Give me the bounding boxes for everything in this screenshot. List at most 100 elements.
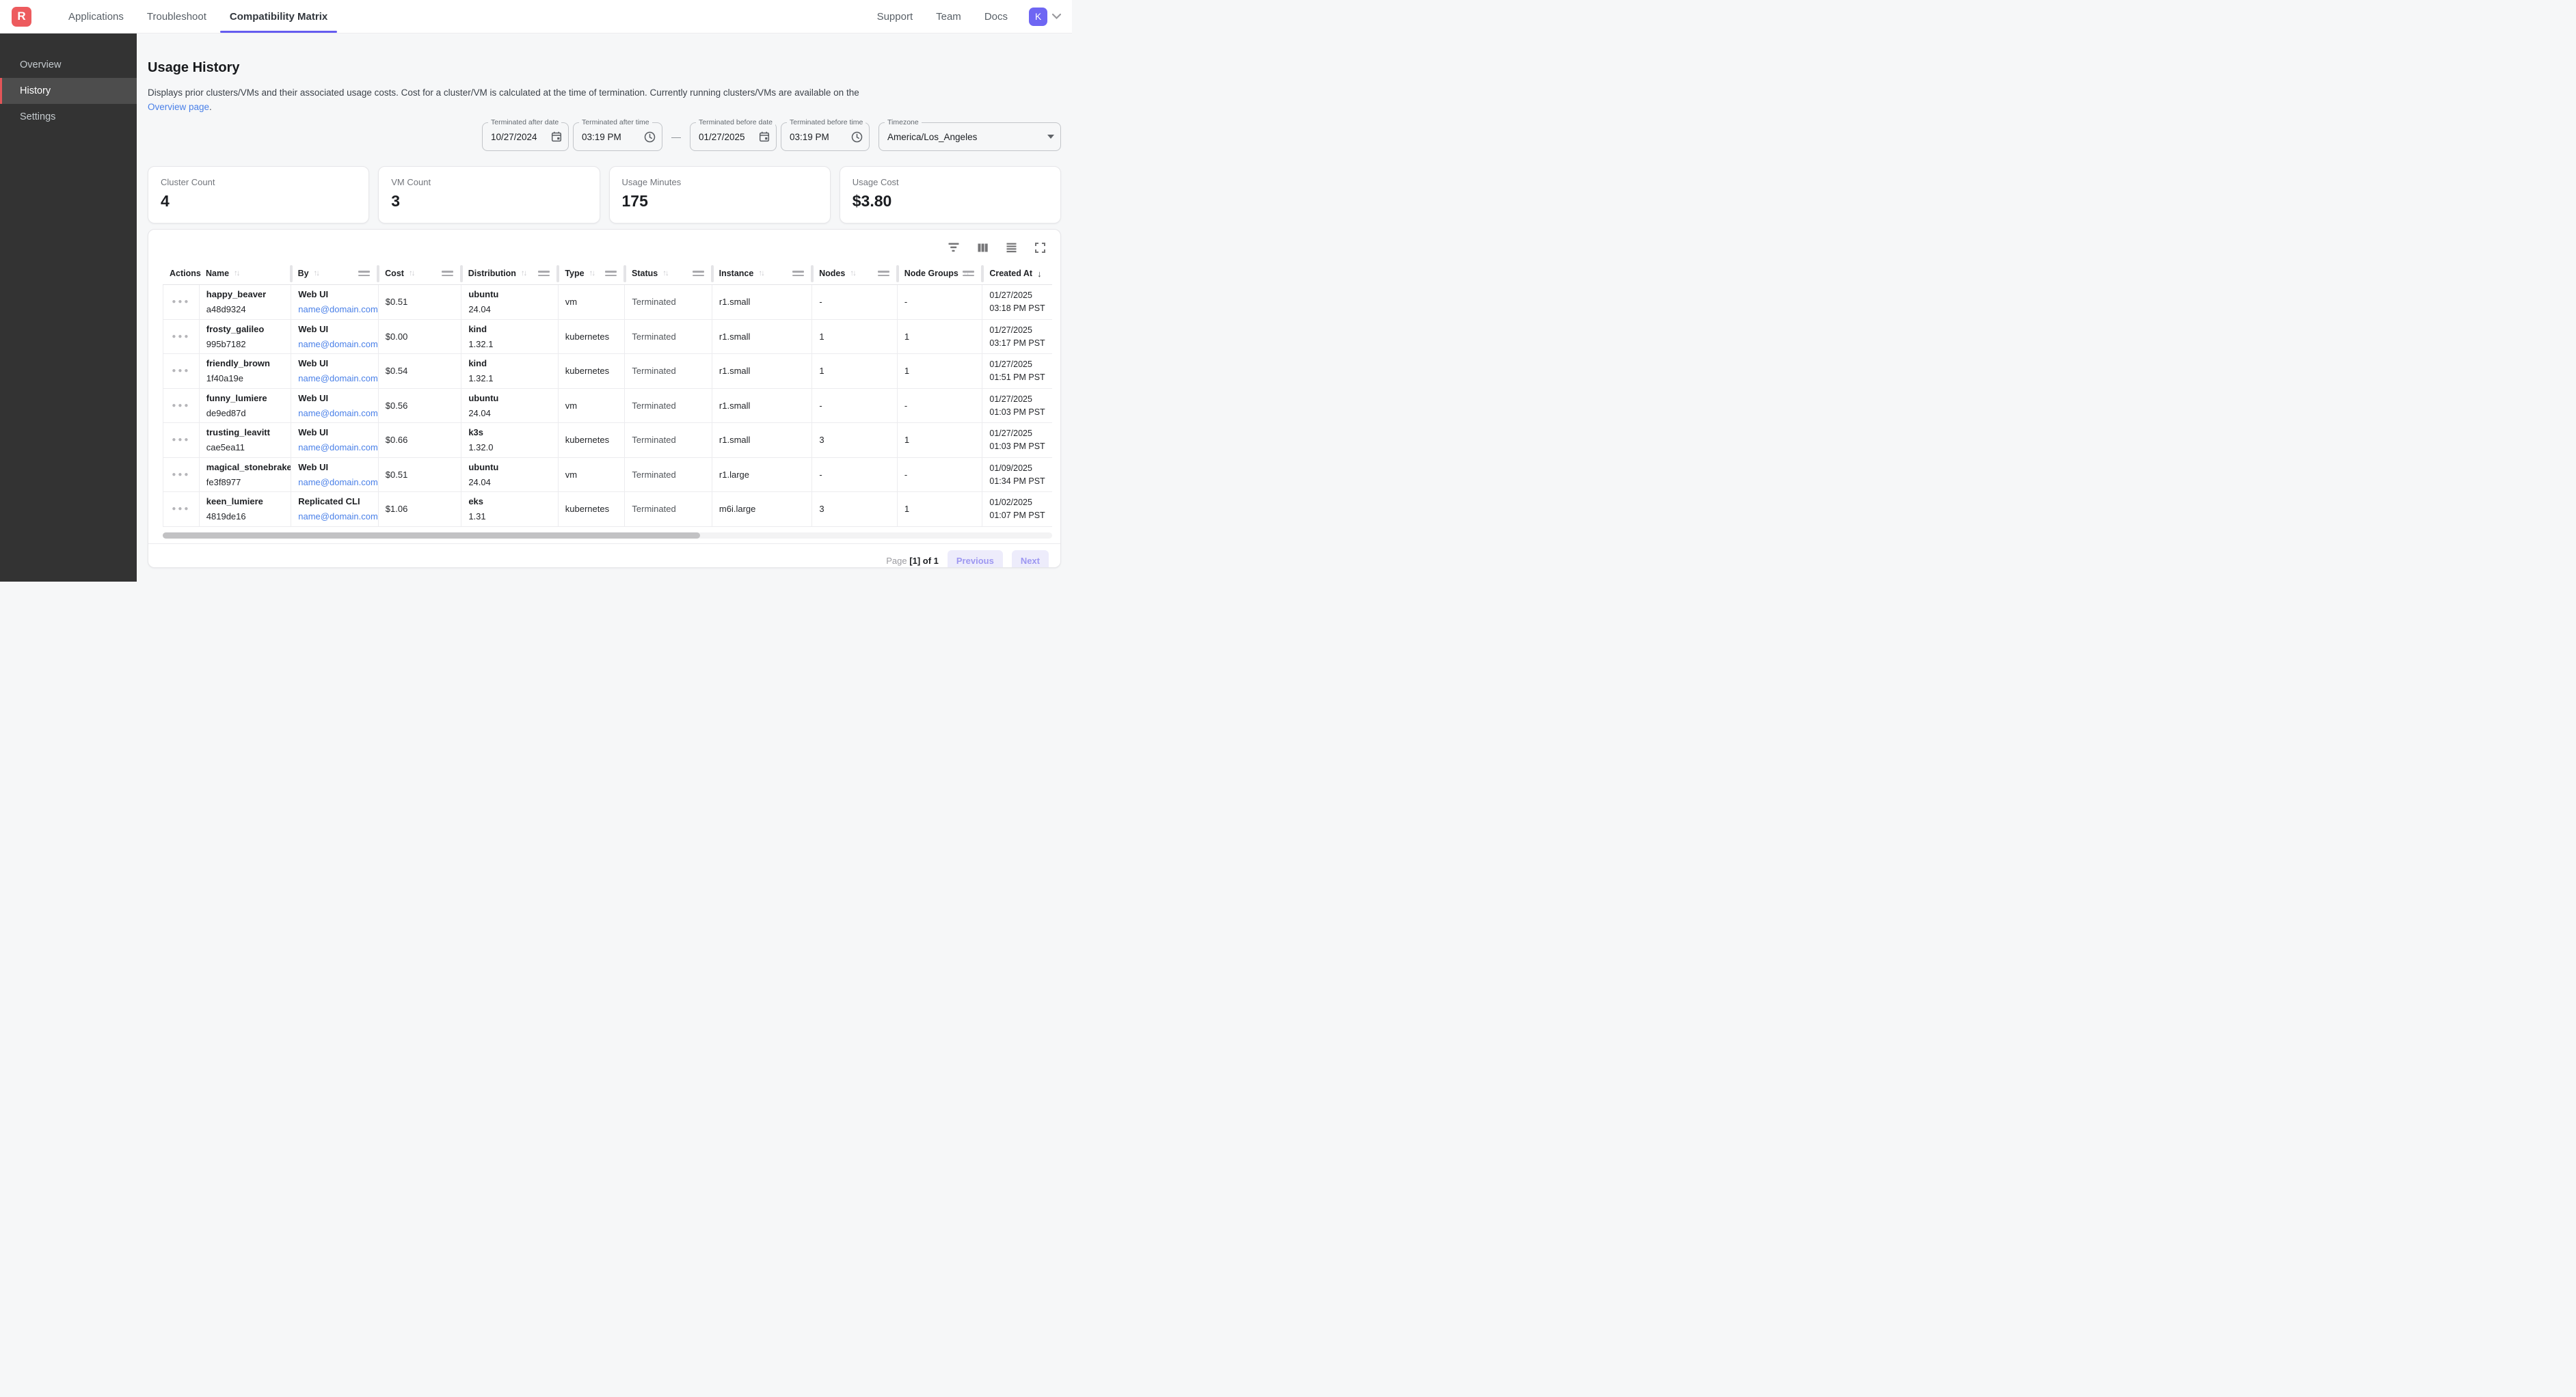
sort-icon[interactable]: ↑↓ <box>758 269 764 277</box>
column-header-type[interactable]: Type ↑↓ <box>558 262 626 284</box>
field-value[interactable]: 03:19 PM <box>790 131 829 142</box>
replicated-logo[interactable]: R <box>12 6 31 27</box>
terminated-before-time-field[interactable]: Terminated before time 03:19 PM <box>781 118 870 151</box>
column-header-instance[interactable]: Instance ↑↓ <box>712 262 814 284</box>
email-link[interactable]: name@domain.com <box>298 304 378 315</box>
sort-icon[interactable]: ↑↓ <box>520 269 527 277</box>
field-value[interactable]: 03:19 PM <box>582 131 621 142</box>
column-separator[interactable] <box>811 265 814 282</box>
sort-icon[interactable]: ↑↓ <box>963 269 969 277</box>
cell-by: Web UI name@domain.com <box>291 354 379 388</box>
column-menu-icon[interactable] <box>692 271 704 276</box>
nav-item-troubleshoot[interactable]: Troubleshoot <box>146 10 206 23</box>
column-header-status[interactable]: Status ↑↓ <box>625 262 714 284</box>
sort-icon[interactable]: ↑↓ <box>662 269 669 277</box>
field-label: Terminated after time <box>579 118 652 127</box>
field-value[interactable]: 01/27/2025 <box>699 131 745 142</box>
calendar-icon[interactable] <box>759 131 770 142</box>
column-header-node-groups[interactable]: Node Groups ↑↓ <box>898 262 984 284</box>
account-menu[interactable]: K <box>1029 7 1061 26</box>
row-actions-button[interactable]: ●●● <box>172 436 191 444</box>
field-value[interactable]: 10/27/2024 <box>491 131 537 142</box>
column-label: Actions <box>170 269 201 278</box>
columns-icon[interactable] <box>978 243 988 252</box>
column-label: Type <box>565 269 585 278</box>
column-separator[interactable] <box>896 265 899 282</box>
column-menu-icon[interactable] <box>358 271 371 276</box>
column-header-nodes[interactable]: Nodes ↑↓ <box>812 262 899 284</box>
column-separator[interactable] <box>981 265 984 282</box>
column-separator[interactable] <box>377 265 380 282</box>
column-separator[interactable] <box>710 265 714 282</box>
sort-desc-icon[interactable]: ↓ <box>1037 268 1042 279</box>
filter-icon[interactable] <box>948 243 959 252</box>
cell-node-groups: - <box>898 388 983 422</box>
terminated-after-time-field[interactable]: Terminated after time 03:19 PM <box>573 118 662 151</box>
avatar[interactable]: K <box>1029 7 1047 26</box>
email-link[interactable]: name@domain.com <box>298 338 378 349</box>
column-label: Instance <box>719 269 754 278</box>
cell-type: kubernetes <box>559 492 626 526</box>
column-separator[interactable] <box>623 265 626 282</box>
column-header-name[interactable]: Name ↑↓ <box>199 262 293 284</box>
column-header-created-at[interactable]: Created At ↓ <box>982 262 1052 284</box>
column-header-distribution[interactable]: Distribution ↑↓ <box>461 262 560 284</box>
select-arrow-icon[interactable] <box>1047 135 1054 139</box>
row-actions-button[interactable]: ●●● <box>172 298 191 306</box>
column-header-cost[interactable]: Cost ↑↓ <box>378 262 463 284</box>
previous-page-button[interactable]: Previous <box>947 550 1003 567</box>
row-actions-button[interactable]: ●●● <box>172 505 191 513</box>
email-link[interactable]: name@domain.com <box>298 442 378 453</box>
column-menu-icon[interactable] <box>605 271 617 276</box>
sort-icon[interactable]: ↑↓ <box>234 269 240 277</box>
sidebar-item-overview[interactable]: Overview <box>20 59 62 70</box>
email-link[interactable]: name@domain.com <box>298 511 378 522</box>
email-link[interactable]: name@domain.com <box>298 476 378 487</box>
row-actions-button[interactable]: ●●● <box>172 367 191 375</box>
scrollbar-thumb[interactable] <box>163 532 700 539</box>
column-menu-icon[interactable] <box>792 271 805 276</box>
clock-icon[interactable] <box>644 131 656 143</box>
cell-cost: $0.51 <box>379 457 462 491</box>
nav-item-applications[interactable]: Applications <box>68 10 124 23</box>
density-icon[interactable] <box>1006 243 1017 253</box>
column-separator[interactable] <box>556 265 560 282</box>
nav-item-support[interactable]: Support <box>876 10 913 23</box>
horizontal-scrollbar[interactable] <box>163 532 1052 539</box>
sort-icon[interactable]: ↑↓ <box>850 269 856 277</box>
clock-icon[interactable] <box>851 131 863 143</box>
sort-icon[interactable]: ↑↓ <box>408 269 415 277</box>
cell-actions: ●●● <box>163 354 200 388</box>
terminated-before-date-field[interactable]: Terminated before date 01/27/2025 <box>690 118 777 151</box>
cell-node-groups: - <box>898 457 983 491</box>
timezone-select[interactable]: Timezone America/Los_Angeles <box>878 118 1061 151</box>
row-actions-button[interactable]: ●●● <box>172 470 191 478</box>
row-actions-button[interactable]: ●●● <box>172 401 191 409</box>
cell-type: kubernetes <box>559 319 626 353</box>
email-link[interactable]: name@domain.com <box>298 407 378 418</box>
nav-item-docs[interactable]: Docs <box>984 10 1008 23</box>
chevron-down-icon[interactable] <box>1052 14 1061 19</box>
overview-page-link[interactable]: Overview page <box>148 102 210 112</box>
column-separator[interactable] <box>459 265 463 282</box>
column-menu-icon[interactable] <box>538 271 550 276</box>
row-actions-button[interactable]: ●●● <box>172 332 191 340</box>
column-menu-icon[interactable] <box>877 271 889 276</box>
cell-name: trusting_leavitt cae5ea11 <box>200 423 292 457</box>
nav-item-compatibility-matrix[interactable]: Compatibility Matrix <box>218 0 339 33</box>
terminated-after-date-field[interactable]: Terminated after date 10/27/2024 <box>482 118 569 151</box>
sort-icon[interactable]: ↑↓ <box>313 269 320 277</box>
field-value[interactable]: America/Los_Angeles <box>887 131 978 142</box>
nav-item-team[interactable]: Team <box>936 10 961 23</box>
column-menu-icon[interactable] <box>441 271 453 276</box>
column-separator[interactable] <box>289 265 293 282</box>
column-header-by[interactable]: By ↑↓ <box>291 262 380 284</box>
fullscreen-icon[interactable] <box>1035 242 1045 253</box>
sort-icon[interactable]: ↑↓ <box>589 269 595 277</box>
sidebar-item-settings[interactable]: Settings <box>20 111 56 122</box>
calendar-icon[interactable] <box>551 131 562 142</box>
column-menu-icon[interactable] <box>963 271 975 276</box>
email-link[interactable]: name@domain.com <box>298 373 378 384</box>
sidebar-item-history[interactable]: History <box>0 78 137 104</box>
next-page-button[interactable]: Next <box>1011 550 1049 567</box>
